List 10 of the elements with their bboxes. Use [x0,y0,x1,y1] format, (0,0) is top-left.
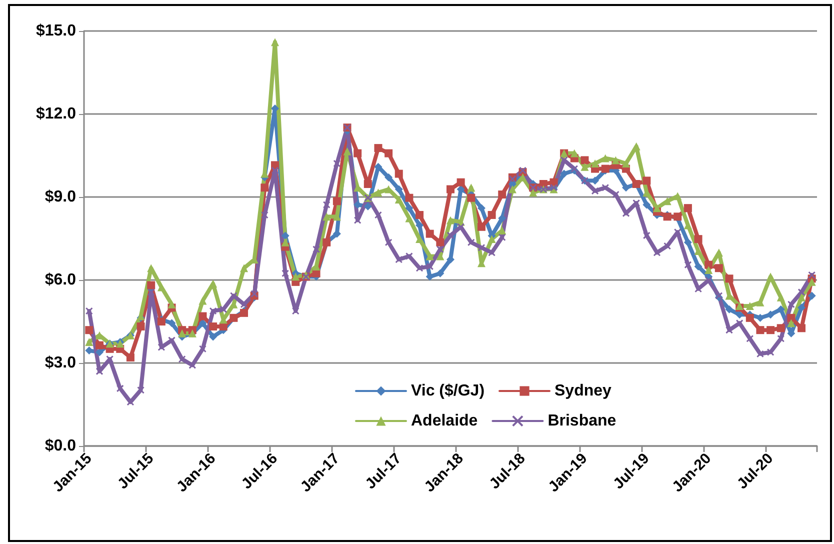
y-tick-label: $0.0 [44,438,76,454]
y-tick-label: $3.0 [44,354,76,372]
legend-label: Vic ($/GJ) [411,382,485,400]
legend-label: Adelaide [411,412,478,430]
y-tick-label: $9.0 [44,188,76,206]
y-tick-label: $15.0 [36,22,76,40]
legend-label: Sydney [554,382,612,400]
legend-label: Brisbane [548,412,616,430]
y-tick-label: $6.0 [44,272,76,288]
y-tick-label: $12.0 [36,106,76,122]
